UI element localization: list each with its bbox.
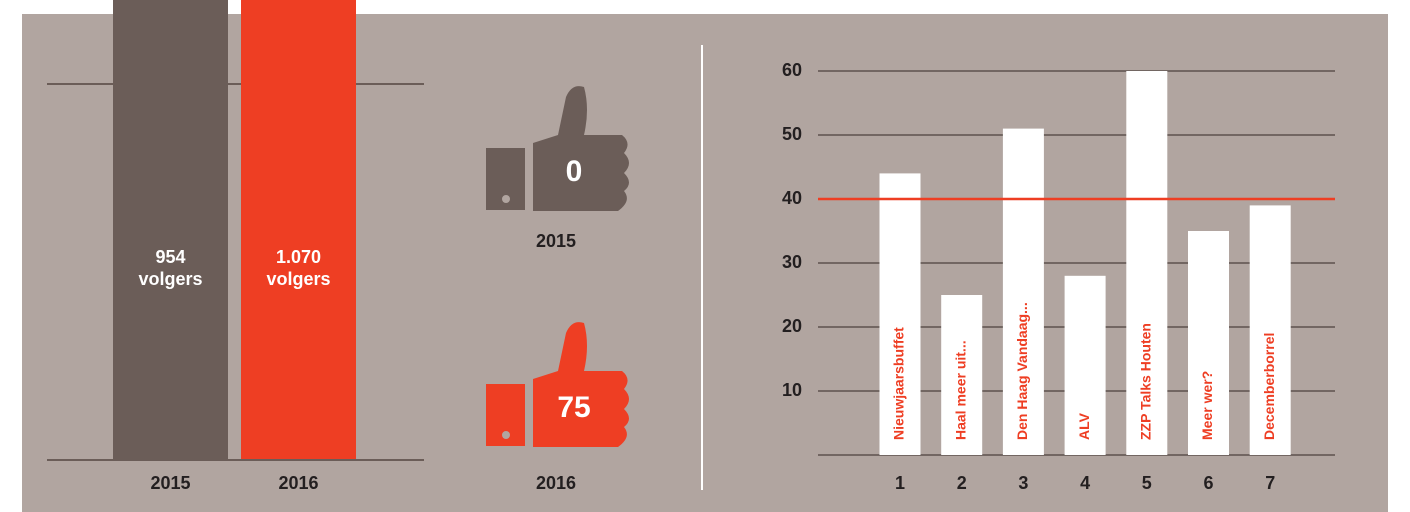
y-tick-label: 50 <box>782 124 802 144</box>
cuff-dot <box>502 195 510 203</box>
bar <box>113 0 228 460</box>
x-tick-label: 5 <box>1142 473 1152 493</box>
bar-label: Meer wer? <box>1199 371 1215 440</box>
value-label: 954 volgers <box>138 247 203 289</box>
y-tick-label: 40 <box>782 188 802 208</box>
x-tick-label: 2 <box>957 473 967 493</box>
bar <box>879 173 921 455</box>
cuff-dot <box>502 431 510 439</box>
bar-label: Den Haag Vandaag... <box>1014 302 1030 440</box>
x-tick-label: 7 <box>1265 473 1275 493</box>
bar-label: Haal meer uit... <box>952 340 968 440</box>
x-tick-label: 1 <box>895 473 905 493</box>
x-tick-label: 2015 <box>150 473 190 493</box>
bar <box>1249 205 1291 455</box>
bar-label: ZZP Talks Houten <box>1138 323 1154 440</box>
year-label: 2015 <box>536 231 576 251</box>
bar <box>241 0 356 460</box>
bar-label: Nieuwjaarsbuffet <box>891 327 907 440</box>
bar <box>1064 275 1106 455</box>
bar <box>1126 71 1168 455</box>
bar <box>941 295 983 455</box>
value-label: 1.070 volgers <box>266 247 331 289</box>
x-tick-label: 2016 <box>278 473 318 493</box>
year-label: 2016 <box>536 473 576 493</box>
bar-label: Decemberborrel <box>1261 333 1277 440</box>
value-label: 75 <box>557 391 590 424</box>
value-label: 0 <box>566 155 583 188</box>
thumb-icon <box>486 322 629 447</box>
x-tick-label: 3 <box>1018 473 1028 493</box>
y-tick-label: 60 <box>782 60 802 80</box>
bar <box>1188 231 1229 455</box>
hand <box>533 322 629 447</box>
x-tick-label: 4 <box>1080 473 1090 493</box>
hand <box>533 86 629 211</box>
thumb-icon <box>486 86 629 211</box>
y-tick-label: 10 <box>782 380 802 400</box>
y-tick-label: 20 <box>782 316 802 336</box>
x-tick-label: 6 <box>1203 473 1213 493</box>
bar <box>1002 128 1044 455</box>
y-tick-label: 30 <box>782 252 802 272</box>
bar-label: ALV <box>1076 412 1092 440</box>
